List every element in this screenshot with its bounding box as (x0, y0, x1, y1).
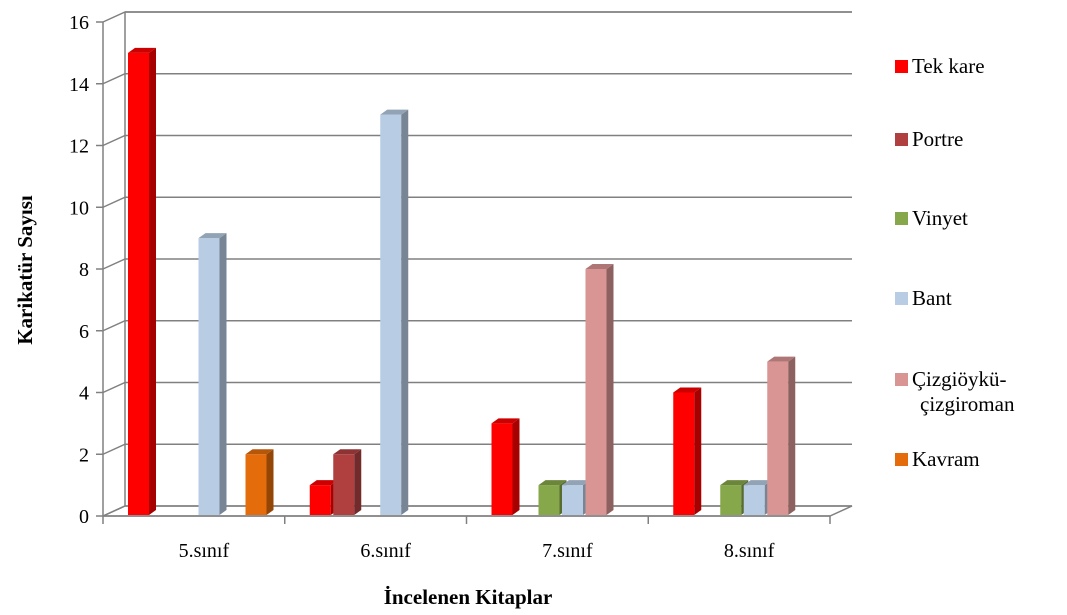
bar-side (401, 110, 408, 515)
bar-front (767, 362, 788, 515)
legend-label: Kavram (912, 447, 980, 471)
bar-front (673, 393, 694, 516)
bar (767, 357, 795, 515)
bar-front (380, 115, 401, 515)
legend-item: Vinyet (895, 206, 968, 230)
y-tick-label: 6 (79, 321, 89, 343)
legend-swatch (895, 133, 908, 146)
bar-side (607, 264, 614, 515)
legend-swatch (895, 373, 908, 386)
bar-front (492, 423, 513, 515)
y-tick-label: 2 (79, 444, 89, 466)
bar-front (310, 485, 331, 515)
bar (128, 48, 156, 515)
y-tick-label: 12 (69, 136, 89, 158)
bar (673, 388, 701, 516)
bar (492, 418, 520, 515)
legend-label: Bant (912, 286, 952, 310)
bar (380, 110, 408, 515)
bar-front (586, 269, 607, 515)
bar-front (199, 238, 220, 515)
bar-front (539, 485, 560, 515)
bar-side (513, 418, 520, 515)
y-tick-label: 8 (79, 259, 89, 281)
legend-swatch (895, 292, 908, 305)
y-tick-label: 10 (69, 197, 89, 219)
bar (586, 264, 614, 515)
bar-front (333, 454, 354, 515)
bar-front (562, 485, 583, 515)
x-tick-label: 8.sınıf (724, 540, 775, 562)
x-tick-label: 7.sınıf (542, 540, 593, 562)
y-tick-labels: 0 2 4 6 8 10 12 14 16 (69, 12, 89, 528)
legend-item: Tek kare (895, 54, 985, 78)
x-tick-label: 6.sınıf (360, 540, 411, 562)
bar-side (267, 449, 274, 515)
bar-side (220, 233, 227, 515)
x-tick-label: 5.sınıf (179, 540, 230, 562)
gridline (103, 12, 852, 22)
bar-side (788, 357, 795, 515)
bar (333, 449, 361, 515)
gridline (103, 136, 852, 146)
bar-front (744, 485, 765, 515)
legend-item: Bant (895, 286, 952, 310)
legend-label: Portre (912, 127, 963, 151)
bar (199, 233, 227, 515)
y-tick-label: 16 (69, 12, 89, 34)
x-tick-labels: 5.sınıf 6.sınıf 7.sınıf 8.sınıf (179, 540, 775, 562)
legend-swatch (895, 453, 908, 466)
bar-side (694, 388, 701, 516)
x-axis-title: İncelenen Kitaplar (384, 585, 553, 609)
legend-swatch (895, 60, 908, 73)
gridline (103, 74, 852, 84)
bar-front (720, 485, 741, 515)
y-axis-title: Karikatür Sayısı (13, 195, 37, 345)
bar-front (128, 53, 149, 515)
bar-side (149, 48, 156, 515)
legend-item: Kavram (895, 447, 980, 471)
legend-label: Tek kare (912, 54, 985, 78)
legend: Tek kare Portre Vinyet Bant Çizgiöykü-çizgir… (895, 54, 1015, 471)
y-tick-label: 14 (69, 74, 89, 96)
legend-label: Çizgiöykü-çizgiroman (912, 367, 1015, 416)
bar-side (354, 449, 361, 515)
bar-front (246, 454, 267, 515)
legend-swatch (895, 212, 908, 225)
y-tick-label: 4 (79, 383, 89, 405)
y-tick-label: 0 (79, 506, 89, 528)
bar (246, 449, 274, 515)
legend-item: Portre (895, 127, 963, 151)
legend-item: Çizgiöykü-çizgiroman (895, 367, 1015, 416)
gridline (103, 197, 852, 207)
legend-label: Vinyet (912, 206, 968, 230)
